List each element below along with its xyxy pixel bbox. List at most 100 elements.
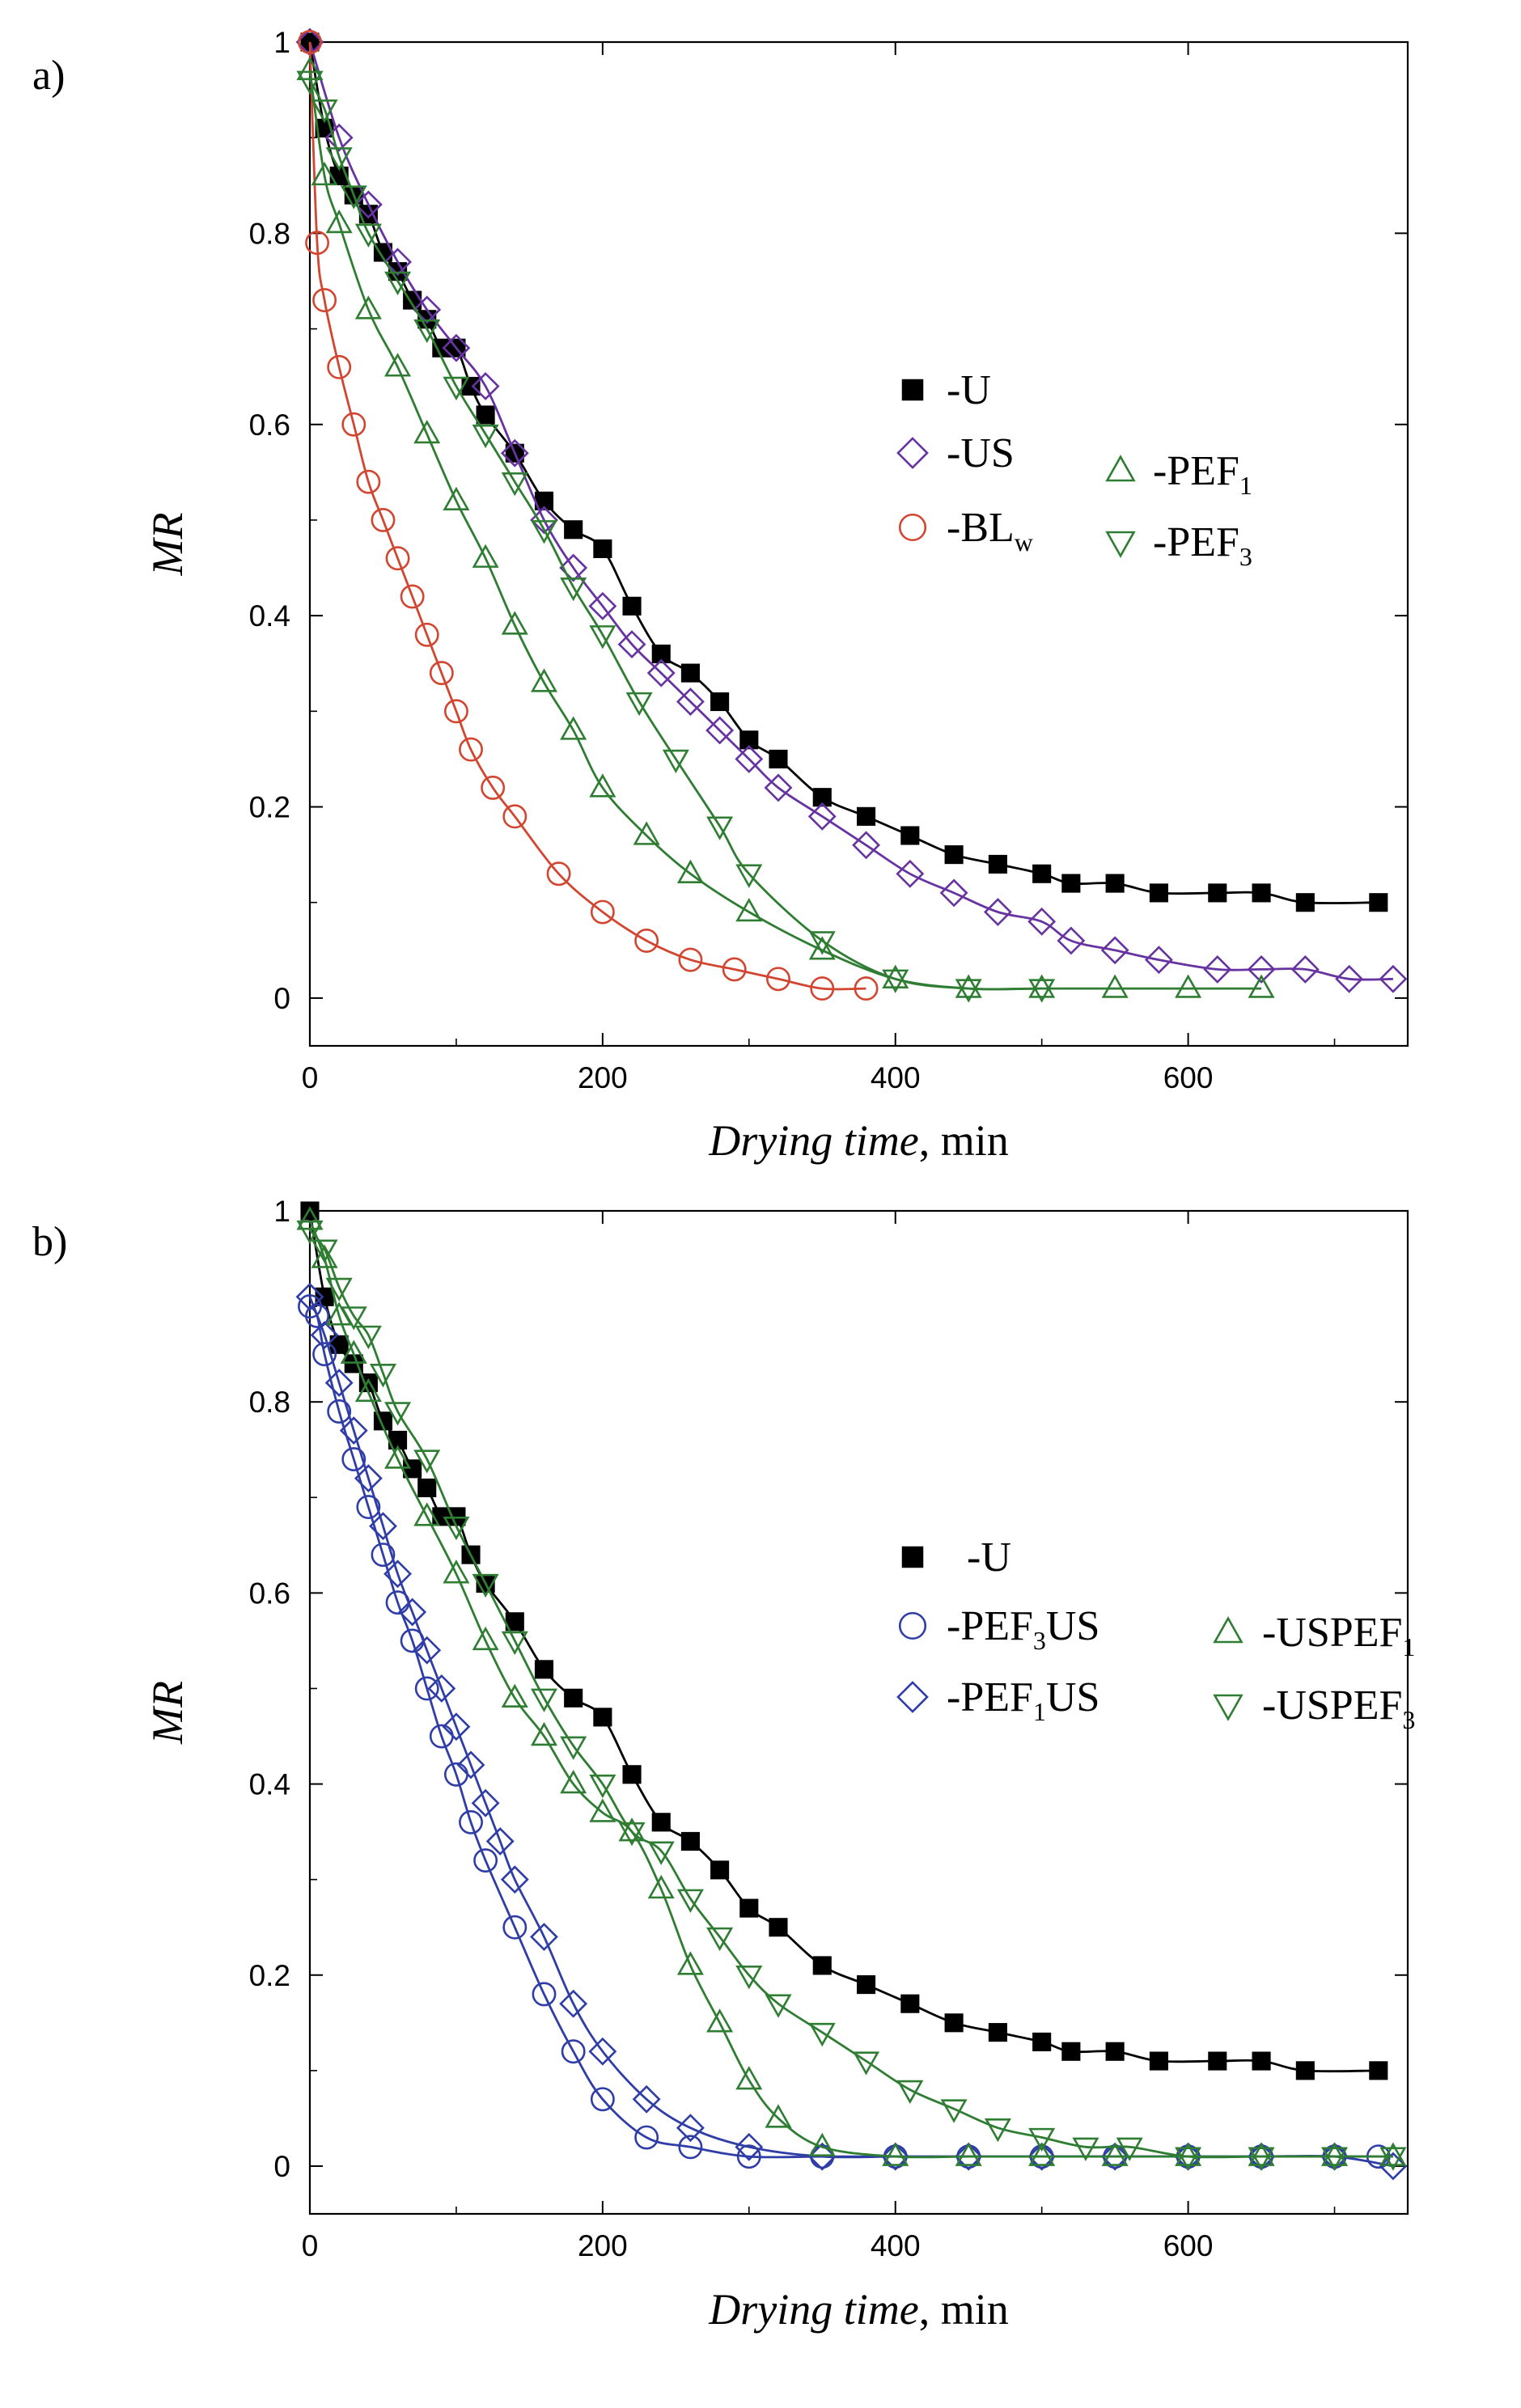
data-point-PEF1US — [1027, 2142, 1057, 2171]
data-point-USPEF3 — [940, 2099, 968, 2123]
legend-label-PEF3US: -PEF3US — [947, 1603, 1099, 1655]
data-point-PEF1 — [354, 295, 382, 320]
data-point-BLw — [298, 30, 322, 54]
data-point-PEF1 — [413, 419, 441, 444]
data-point-U — [1252, 883, 1271, 903]
data-point-U — [593, 1708, 612, 1727]
data-point-USPEF3 — [896, 2080, 924, 2105]
data-point-USPEF1 — [296, 1206, 324, 1230]
data-point-PEF3US — [305, 1303, 329, 1328]
data-point-PEF1US — [676, 2114, 705, 2143]
y-tick-label: 0.2 — [249, 791, 290, 824]
x-tick-label: 400 — [871, 2229, 921, 2262]
data-point-US — [471, 372, 500, 400]
data-point-PEF1US — [398, 1598, 427, 1627]
data-point-PEF1US — [1379, 2152, 1408, 2181]
data-point-PEF3 — [325, 147, 353, 171]
data-point-U — [1105, 2042, 1125, 2061]
legend-label-USPEF3: -USPEF3 — [1262, 1682, 1415, 1734]
data-point-USPEF3 — [984, 2118, 1011, 2143]
legend-marker-PEF1 — [1105, 455, 1136, 482]
data-point-U — [680, 1831, 700, 1851]
data-point-USPEF1 — [882, 2142, 909, 2166]
legend-label-main: -USPEF — [1262, 1610, 1402, 1656]
data-point-USPEF1 — [706, 2008, 734, 2033]
legend-label-PEF1: -PEF1 — [1153, 448, 1252, 500]
data-point-PEF3US — [736, 2144, 761, 2169]
data-point-USPEF1 — [384, 1445, 412, 1469]
data-point-PEF1US — [735, 2132, 764, 2161]
data-point-US — [939, 878, 968, 908]
data-point-USPEF1 — [808, 2132, 836, 2157]
data-point-USPEF1 — [340, 1339, 367, 1364]
data-point-PEF1 — [296, 56, 324, 81]
legend-label-main: -USPEF — [1262, 1682, 1402, 1729]
data-point-U — [944, 2013, 964, 2033]
x-axis-title-unit: , min — [919, 2285, 1009, 2334]
data-point-USPEF1 — [560, 1769, 587, 1794]
data-point-PEF1US — [559, 1989, 588, 2018]
data-point-USPEF3 — [384, 1402, 412, 1426]
legend-marker-PEF1US — [896, 1681, 929, 1713]
data-point-PEF3US — [590, 2087, 615, 2112]
data-point-USPEF1 — [354, 1378, 382, 1403]
data-point-USPEF1 — [765, 2104, 792, 2128]
data-point-USPEF3 — [325, 1277, 353, 1302]
data-point-PEF3US — [356, 1495, 381, 1520]
data-point-PEF1US — [456, 1750, 485, 1780]
x-tick-label: 0 — [302, 1061, 319, 1094]
data-point-U — [739, 1898, 759, 1918]
data-point-PEF1 — [311, 161, 338, 186]
data-point-PEF1US — [471, 1788, 500, 1818]
data-point-PEF1 — [384, 353, 412, 377]
data-point-PEF3 — [882, 969, 909, 993]
legend-label-U: -U — [967, 1534, 1011, 1581]
y-tick-label: 0.4 — [249, 1768, 290, 1801]
data-point-USPEF1 — [1175, 2142, 1202, 2166]
data-point-USPEF3 — [530, 1688, 558, 1712]
legend-label-subscript: 3 — [1033, 1626, 1046, 1655]
data-point-PEF3 — [311, 99, 338, 124]
series-U — [300, 1201, 1388, 2080]
data-point-PEF1 — [808, 936, 836, 960]
data-point-U — [315, 1287, 334, 1306]
data-point-USPEF3 — [560, 1736, 587, 1760]
data-point-USPEF1 — [530, 1721, 558, 1746]
data-point-US — [500, 438, 529, 468]
data-point-PEF3 — [354, 223, 382, 248]
data-point-PEF3 — [662, 749, 689, 774]
data-point-U — [710, 1860, 730, 1880]
data-point-US — [1379, 964, 1408, 993]
data-point-U — [988, 2023, 1007, 2042]
data-point-PEF1US — [383, 1559, 412, 1589]
data-point-BLw — [766, 967, 790, 992]
data-point-PEF3US — [327, 1399, 352, 1424]
data-point-PEF3 — [384, 271, 412, 296]
legend-marker-BLw — [898, 513, 927, 542]
data-point-USPEF1 — [1248, 2142, 1275, 2166]
data-point-PEF1US — [324, 1369, 354, 1398]
data-point-PEF1 — [325, 209, 353, 234]
data-point-USPEF1 — [735, 2066, 763, 2090]
data-point-USPEF3 — [618, 1822, 646, 1847]
data-point-U — [651, 644, 671, 663]
data-point-U — [988, 854, 1007, 874]
data-point-BLw — [722, 957, 747, 982]
data-point-PEF3 — [735, 864, 763, 888]
x-axis-title: Drying time, min — [708, 1116, 1008, 1165]
series-US — [295, 28, 1408, 993]
data-point-USPEF3 — [1072, 2137, 1099, 2161]
data-point-PEF1 — [560, 716, 587, 740]
data-point-PEF1 — [1028, 974, 1056, 998]
data-point-U — [1032, 2032, 1052, 2051]
data-point-U — [564, 1688, 583, 1708]
data-point-PEF1 — [1101, 974, 1129, 998]
data-point-PEF1US — [1100, 2142, 1129, 2171]
data-point-BLw — [312, 288, 337, 313]
data-point-US — [617, 630, 646, 659]
data-point-PEF3 — [472, 424, 499, 449]
data-point-PEF1 — [1175, 974, 1202, 998]
data-point-U — [300, 1201, 320, 1221]
legend-label-PEF3: -PEF3 — [1153, 519, 1252, 571]
data-point-U — [1208, 2051, 1227, 2071]
